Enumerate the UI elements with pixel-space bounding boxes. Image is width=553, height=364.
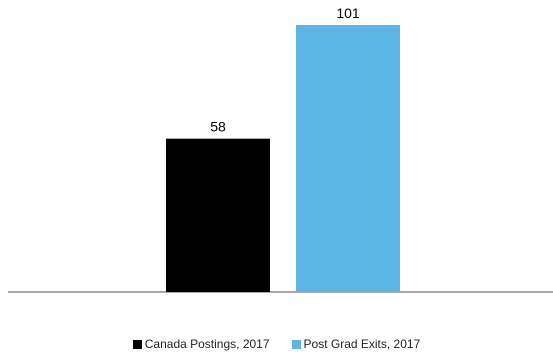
bar-canada-postings: [166, 138, 270, 292]
legend-swatch-post-grad-exits: [291, 339, 301, 349]
legend-item-canada-postings: Canada Postings, 2017: [132, 337, 270, 351]
bars-group: 58 101: [166, 5, 400, 292]
bar-post-grad-exits: [296, 25, 400, 292]
legend-item-post-grad-exits: Post Grad Exits, 2017: [291, 337, 421, 351]
legend-label-post-grad-exits: Post Grad Exits, 2017: [303, 337, 421, 351]
legend-label-canada-postings: Canada Postings, 2017: [144, 337, 270, 351]
bar-value-label-canada-postings: 58: [210, 119, 226, 135]
bar-value-label-post-grad-exits: 101: [336, 5, 360, 21]
legend-swatch-canada-postings: [132, 339, 142, 349]
legend: Canada Postings, 2017 Post Grad Exits, 2…: [0, 337, 553, 351]
